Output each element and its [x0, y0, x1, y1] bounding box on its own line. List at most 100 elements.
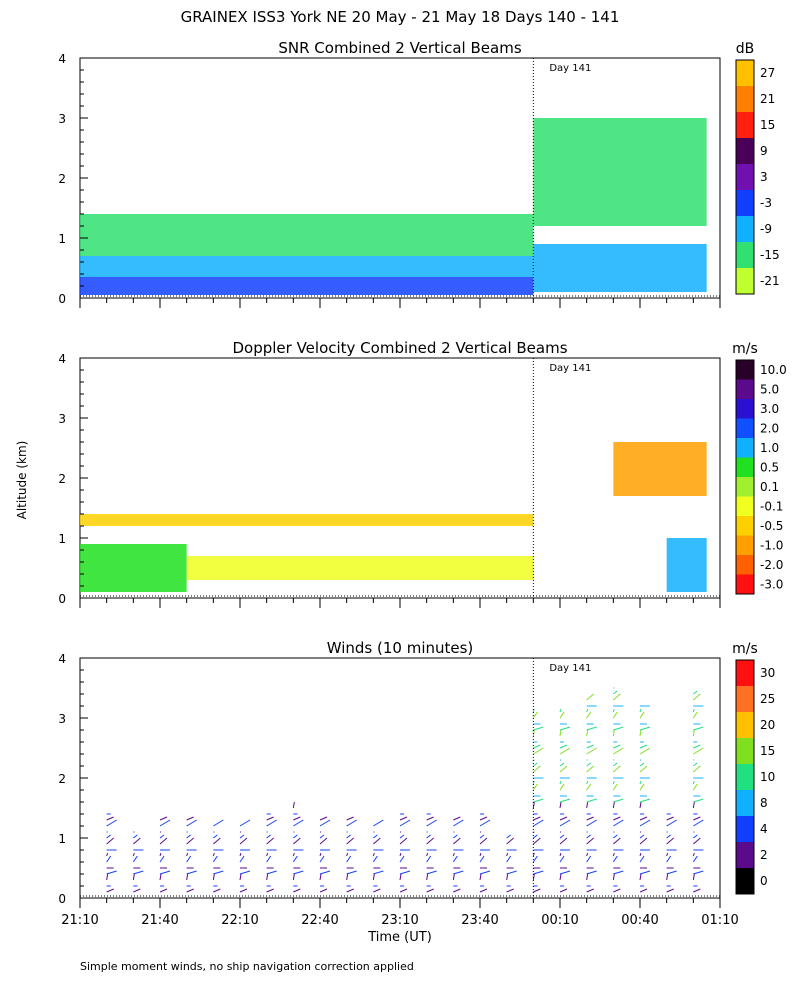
- colorbar-label: -15: [760, 248, 780, 262]
- colorbar-swatch: [736, 112, 754, 138]
- wind-barb: [612, 780, 615, 785]
- wind-barb: [399, 852, 402, 857]
- wind-barb: [479, 819, 491, 827]
- data-region: [613, 442, 707, 496]
- wind-barb: [106, 852, 109, 857]
- wind-barb: [372, 852, 375, 857]
- wind-barb: [186, 870, 197, 875]
- wind-barb: [373, 888, 381, 893]
- wind-barb: [639, 870, 651, 875]
- wind-barb: [612, 852, 615, 857]
- wind-barb: [399, 819, 411, 827]
- wind-barb: [266, 873, 269, 881]
- wind-barb: [186, 888, 194, 893]
- wind-barb: [559, 783, 565, 791]
- doppler-colorbar-unit: m/s: [732, 341, 758, 357]
- wind-barb: [133, 834, 138, 839]
- colorbar-swatch: [736, 764, 754, 790]
- y-tick-label: 4: [58, 352, 66, 366]
- wind-barb: [239, 834, 245, 839]
- wind-barb: [532, 780, 535, 785]
- colorbar-label: 10.0: [760, 363, 787, 377]
- wind-barb: [559, 798, 571, 803]
- wind-barb: [612, 783, 618, 791]
- wind-barb: [612, 708, 615, 713]
- wind-barb: [186, 837, 194, 845]
- colorbar-label: 8: [760, 796, 768, 810]
- wind-barb: [613, 834, 618, 839]
- wind-barb: [479, 855, 485, 863]
- wind-barb: [533, 726, 544, 731]
- data-region: [80, 544, 187, 592]
- snr-colorbar-unit: dB: [736, 41, 755, 57]
- wind-barb: [506, 888, 514, 893]
- wind-barb: [533, 888, 541, 893]
- data-region: [666, 538, 707, 592]
- colorbar-label: 3: [760, 170, 768, 184]
- wind-barb: [266, 834, 271, 839]
- figure-title: GRAINEX ISS3 York NE 20 May - 21 May 18 …: [181, 8, 620, 26]
- colorbar-swatch: [736, 418, 754, 438]
- wind-barb: [132, 855, 138, 863]
- wind-barb: [559, 708, 562, 713]
- day-marker-label: Day 141: [549, 63, 591, 74]
- wind-barb: [639, 798, 651, 803]
- wind-barb: [292, 852, 295, 857]
- wind-barb: [586, 870, 597, 875]
- wind-barb: [319, 870, 331, 875]
- wind-barb: [559, 888, 568, 893]
- wind-barb: [266, 888, 274, 893]
- wind-barb: [159, 855, 165, 863]
- colorbar-swatch: [736, 738, 754, 764]
- wind-barb: [586, 801, 589, 809]
- colorbar-swatch: [736, 457, 754, 477]
- wind-barb: [426, 852, 429, 857]
- wind-barb: [533, 819, 544, 827]
- wind-barb: [426, 873, 429, 881]
- wind-barb: [346, 816, 354, 821]
- wind-barb: [319, 855, 325, 863]
- wind-barb: [106, 834, 111, 839]
- wind-barb: [639, 837, 648, 845]
- wind-barb: [533, 744, 541, 749]
- colorbar-swatch: [736, 438, 754, 458]
- colorbar-frame: [735, 359, 755, 595]
- wind-barb: [613, 837, 621, 845]
- wind-barb: [639, 711, 645, 719]
- wind-barb: [346, 888, 354, 893]
- wind-barb: [586, 888, 594, 893]
- wind-barb: [373, 837, 381, 845]
- wind-barb: [613, 819, 624, 827]
- colorbar-swatch: [736, 60, 754, 86]
- wind-barb: [293, 816, 301, 821]
- wind-barb: [559, 819, 571, 827]
- wind-barb: [346, 837, 354, 845]
- wind-barb: [239, 837, 248, 845]
- wind-barb: [106, 819, 117, 827]
- wind-barb: [639, 762, 645, 767]
- colorbar-swatch: [736, 816, 754, 842]
- wind-barb: [293, 819, 304, 827]
- wind-barb: [213, 837, 221, 845]
- wind-barb: [506, 873, 509, 881]
- wind-barb: [293, 888, 301, 893]
- colorbar-swatch: [736, 399, 754, 419]
- y-tick-label: 3: [58, 112, 66, 126]
- wind-barb: [693, 762, 698, 767]
- data-region: [533, 244, 707, 292]
- wind-barb: [506, 837, 514, 845]
- wind-barb: [346, 870, 357, 875]
- wind-barb: [292, 801, 295, 809]
- wind-barb: [399, 834, 405, 839]
- wind-barb: [159, 816, 168, 821]
- wind-barb: [586, 834, 591, 839]
- colorbar-swatch: [736, 190, 754, 216]
- wind-barb: [506, 870, 517, 875]
- wind-barb: [692, 729, 695, 737]
- wind-barb: [319, 888, 328, 893]
- colorbar-label: -0.5: [760, 519, 783, 533]
- colorbar-swatch: [736, 790, 754, 816]
- wind-barb: [639, 783, 645, 791]
- wind-barb: [559, 747, 571, 755]
- colorbar-label: -9: [760, 222, 772, 236]
